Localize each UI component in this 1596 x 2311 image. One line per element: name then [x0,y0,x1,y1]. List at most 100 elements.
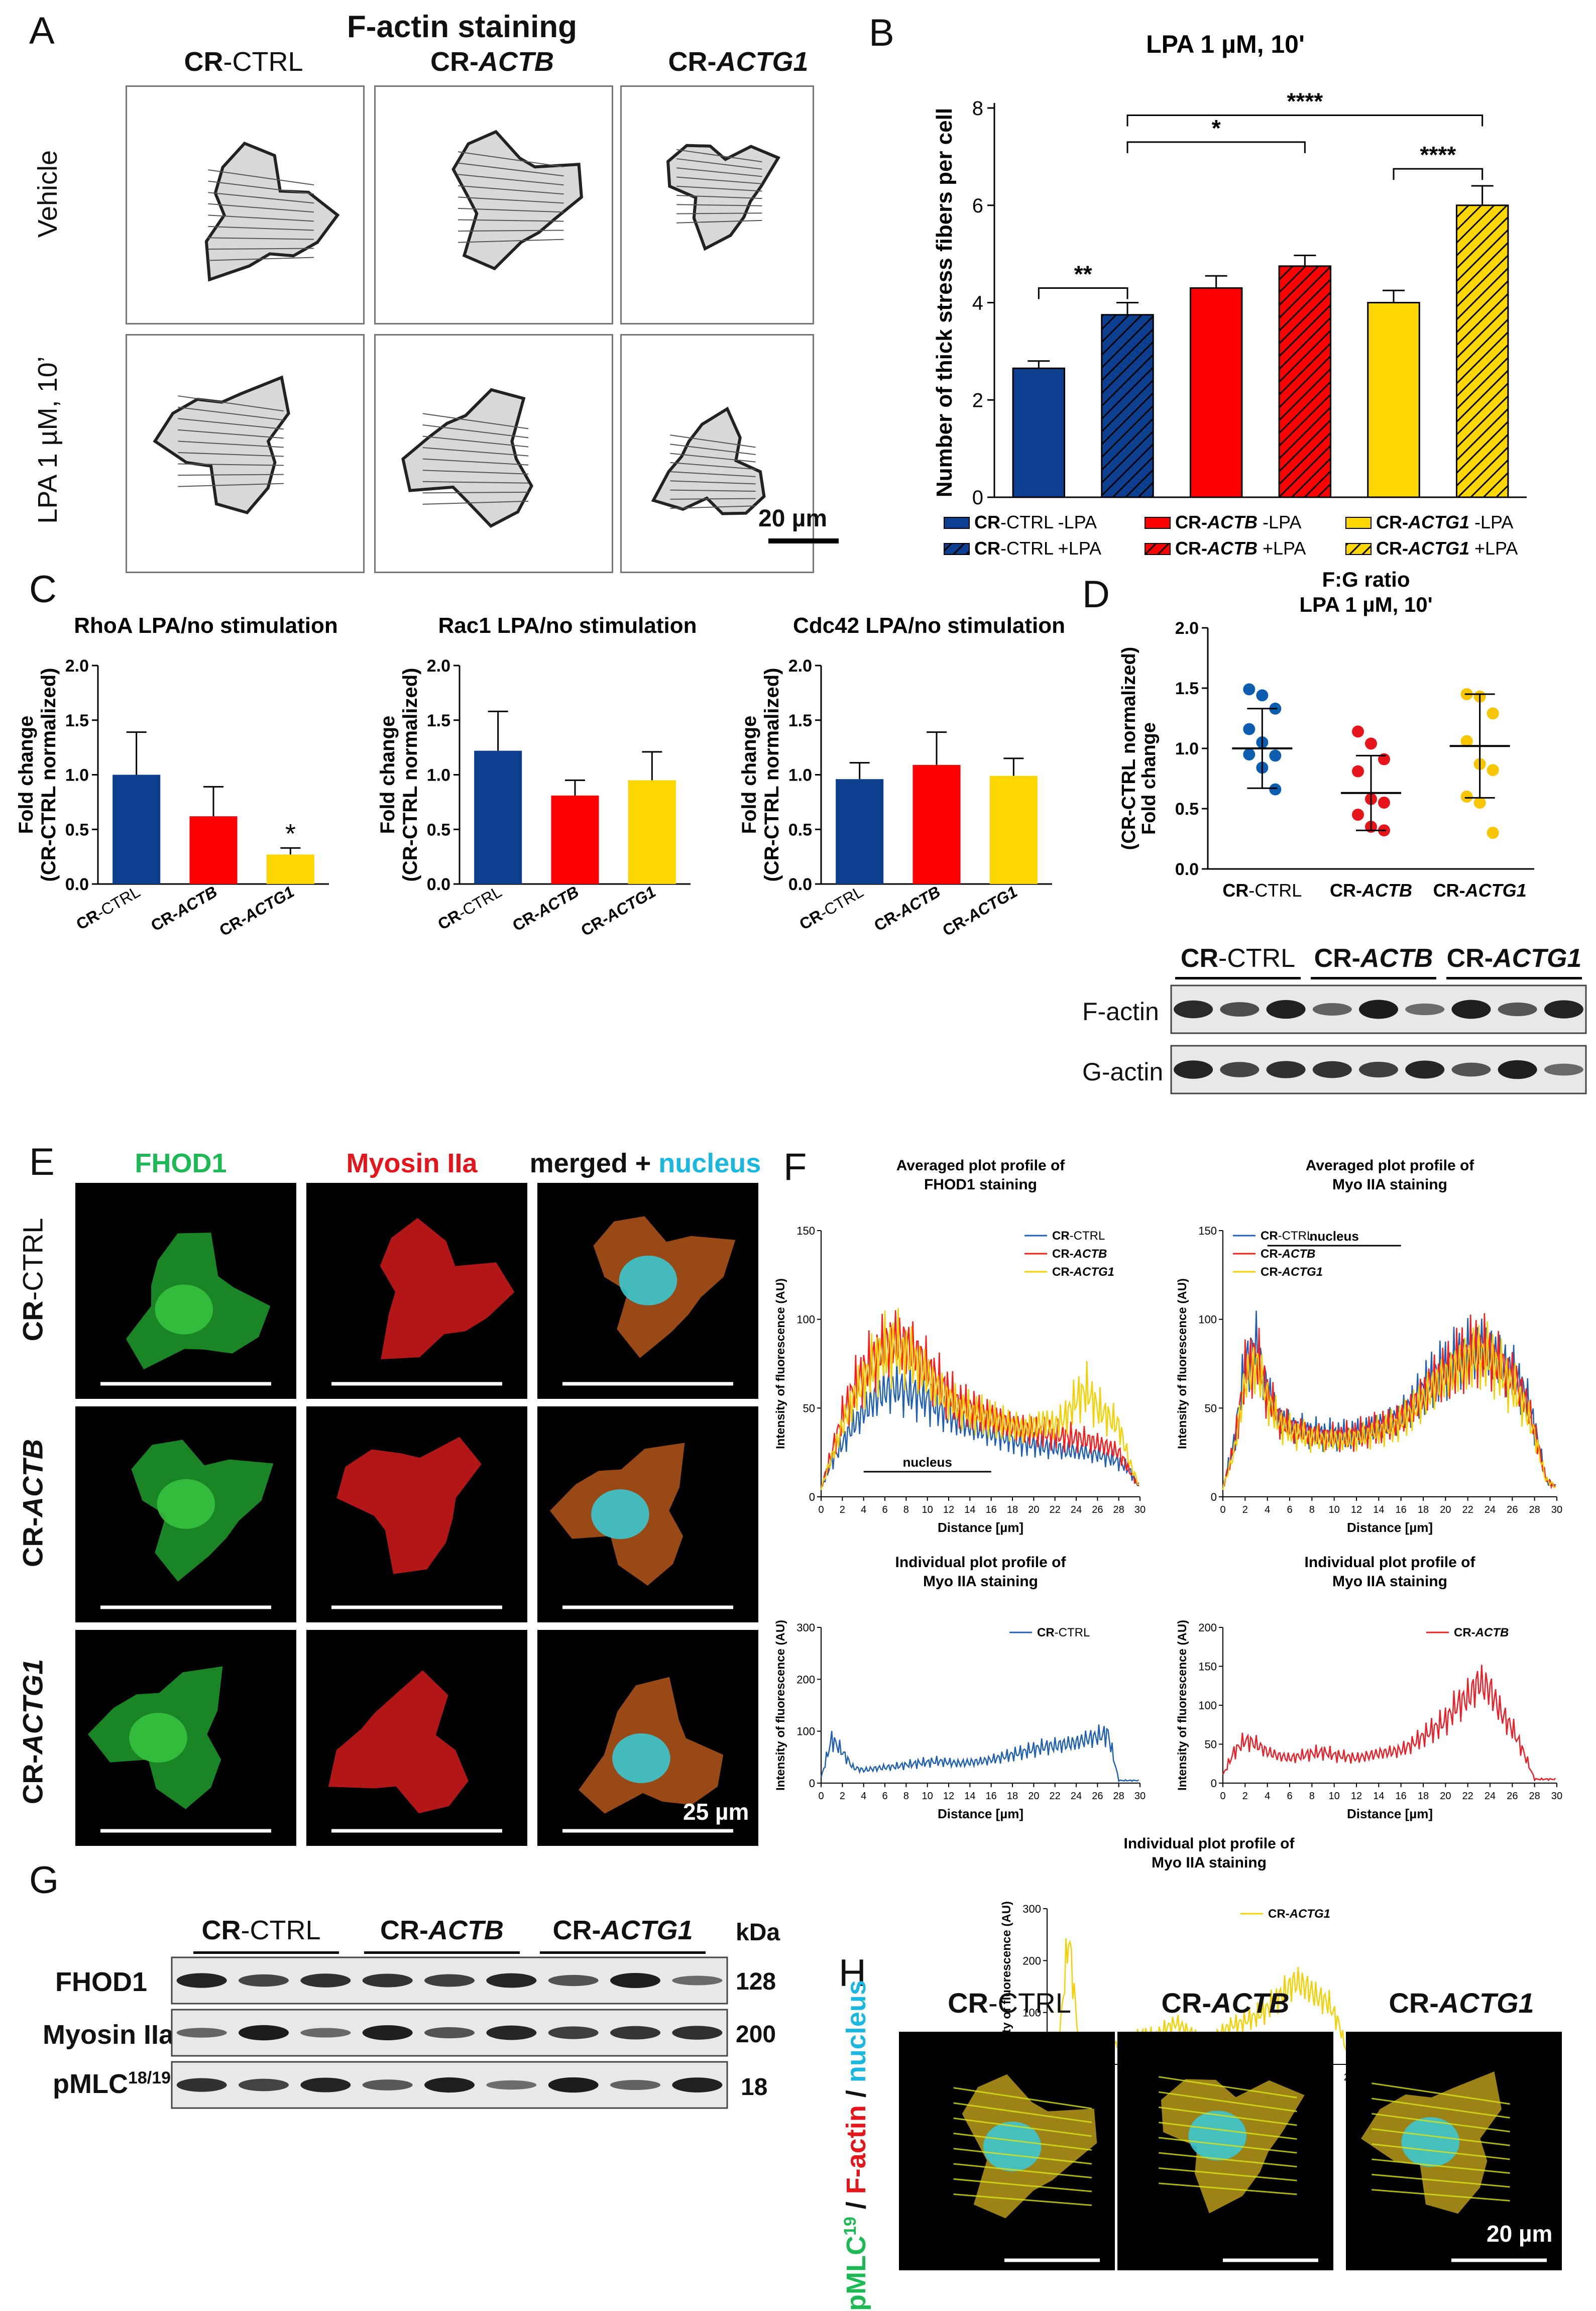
chart-f-xtick-label: 20 [1028,1504,1039,1515]
blot-d-group-actb: CR-ACTB [1314,944,1433,973]
blot-band [1498,1060,1537,1079]
blot-band [362,2079,413,2090]
chart-f-series-CR-ACTG1 [1222,1321,1556,1490]
panel-label-d: D [1082,573,1110,616]
chart-f-xtick-label: 8 [1309,1791,1315,1802]
chart-b-ytick-label: 4 [972,292,983,314]
chart-b-bar [1189,287,1243,498]
chart-c-title: RhoA LPA/no stimulation [74,613,338,638]
chart-f-title: Myo IIA staining [923,1573,1038,1590]
chart-b-ytick-label: 8 [972,97,983,120]
f-actin-image-r0-c2 [620,85,814,324]
chart-f-nucleus-label: nucleus [1310,1229,1359,1244]
chart-f-ytick-label: 100 [1022,2007,1041,2019]
if-image-r0-c0 [75,1183,296,1399]
blot-band [1544,1000,1583,1019]
panel-label-g: G [29,1859,59,1902]
chart-c-bar [474,750,522,884]
blot-band [362,2025,413,2041]
blot-band [548,2077,599,2093]
chart-b-legend-label: CR-ACTG1 +LPA [1376,538,1518,559]
chart-c-ytick-label: 1.5 [788,711,812,730]
chart-f-xtick-label: 10 [1329,1791,1340,1802]
chart-f-xtick-label: 18 [1418,1791,1429,1802]
chart-f-xtick-label: 6 [1287,1791,1292,1802]
chart-f-xtick-label: 30 [1551,1504,1562,1515]
chart-c-bar [266,854,314,884]
blot-band [548,1974,599,1987]
pmlc-image-1 [1117,2032,1333,2270]
chart-f-ytick-label: 150 [1198,1661,1217,1673]
chart-f-title: Myo IIA staining [1152,1854,1267,1871]
panel-a-scalebar-label: 20 µm [758,505,828,532]
chart-d-point [1352,765,1364,778]
if-image-r1-c1 [306,1406,527,1622]
chart-c-ytick-label: 2.0 [788,656,812,676]
blot-band [239,1974,289,1987]
chart-f-ytick-label: 150 [1198,1225,1217,1237]
chart-c-bar [913,764,961,884]
panel-label-h: H [839,1952,866,1995]
chart-f-title: Averaged plot profile of [896,1157,1066,1174]
chart-c-bar [112,775,161,884]
chart-f-xtick-label: 0 [1220,1504,1225,1515]
chart-d-xtick-label: CR-CTRL [1222,880,1302,901]
chart-b-stress-fibers: LPA 1 µM, 10' Number of thick stress fibe… [932,30,1527,559]
chart-b-significance-label: ** [1074,261,1092,287]
chart-d-point [1487,707,1499,720]
chart-f-xtick-label: 20 [1028,1791,1039,1802]
chart-b-significance-bracket [1038,287,1128,299]
chart-d-point [1243,683,1256,696]
chart-f-xtick-label: 12 [1351,1504,1362,1515]
chart-b-significance-label: **** [1420,142,1456,168]
panel-h-col-actb: CR-ACTB [1161,1987,1290,2019]
blot-band [1498,1002,1537,1017]
blot-band [300,2077,351,2093]
chart-c-ylabel: Fold change [15,716,37,834]
chart-f-xtick-label: 14 [964,1791,975,1802]
blot-g-group-actb: CR-ACTB [380,1915,504,1945]
chart-f-xtick-label: 14 [1373,1504,1384,1515]
blot-g-group-ctrl: CR-CTRL [201,1915,321,1945]
chart-f-xtick-label: 2 [1242,1791,1248,1802]
chart-f-xtick-label: 22 [1462,1791,1473,1802]
blot-band [1405,1060,1445,1079]
chart-f-xtick-label: 8 [903,1791,909,1802]
chart-f-xtick-label: 6 [882,1504,887,1515]
chart-d-point [1487,764,1499,777]
chart-f-xtick-label: 24 [1485,1791,1496,1802]
chart-f-xtick-label: 4 [1265,1504,1270,1515]
chart-f-xtick-label: 12 [1351,1791,1362,1802]
blot-band [1220,1062,1260,1077]
chart-c-ytick-label: 0.0 [65,875,89,894]
chart-c-ytick-label: 0.0 [788,875,812,894]
chart-c-cdc42: Cdc42 LPA/no stimulation Fold change (CR-C… [738,613,1065,940]
pmlc-image-0 [899,2032,1115,2270]
chart-f-series-CR-ACTB [1222,1313,1556,1489]
chart-f-ytick-label: 300 [796,1621,815,1634]
f-actin-image-r1-c0 [126,334,365,573]
chart-f-series-CR-ACTB [821,1310,1139,1487]
chart-d-point [1269,783,1282,796]
chart-f-xtick-label: 30 [1551,1791,1562,1802]
blot-band [176,2028,227,2038]
blot-g-label-fhod1: FHOD1 [55,1967,148,1997]
chart-f-xtick-label: 12 [943,1791,954,1802]
blot-band [239,2078,289,2092]
chart-f-xtick-label: 12 [943,1504,954,1515]
blot-band [424,1974,475,1987]
chart-f-ytick-label: 100 [796,1313,815,1326]
chart-b-bar [1455,204,1509,498]
chart-f-xlabel: Distance [µm] [938,1806,1023,1821]
chart-b-significance-label: * [1212,115,1221,141]
blot-band [1312,1061,1352,1078]
panel-h-col-actg1: CR-ACTG1 [1389,1987,1534,2019]
chart-b-ytick-label: 6 [972,195,983,217]
chart-f-xtick-label: 30 [1134,1791,1146,1802]
chart-c-rhoa: RhoA LPA/no stimulation Fold change (CR-CT… [15,613,338,940]
chart-f-xtick-label: 6 [1287,1504,1292,1515]
chart-d-point [1352,725,1364,738]
blot-band [486,1973,537,1988]
chart-b-legend-label: CR-ACTB -LPA [1175,512,1301,532]
chart-f-xtick-label: 24 [1071,1791,1082,1802]
